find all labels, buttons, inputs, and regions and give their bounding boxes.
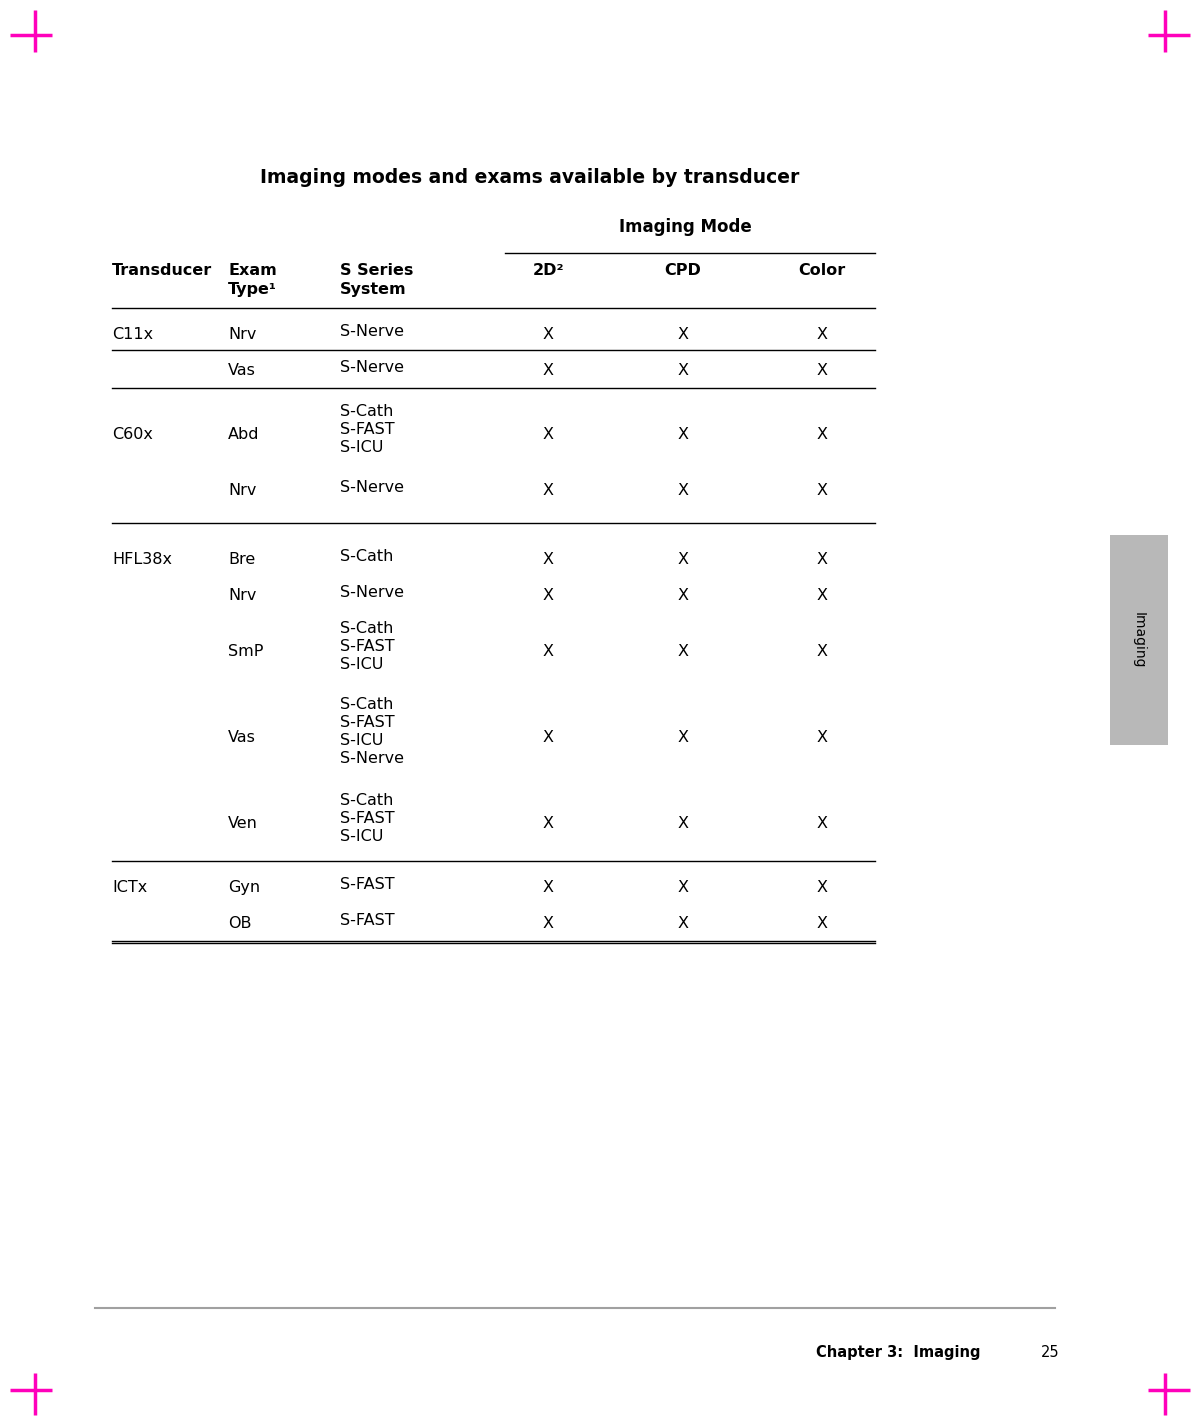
Text: S-Nerve: S-Nerve (340, 480, 404, 494)
Text: 25: 25 (1042, 1345, 1060, 1359)
Text: ICTx: ICTx (112, 879, 148, 895)
Text: S-Cath: S-Cath (340, 549, 394, 564)
Text: S-Nerve: S-Nerve (340, 361, 404, 375)
Text: X: X (542, 730, 553, 744)
Text: X: X (542, 644, 553, 658)
Text: X: X (678, 815, 689, 831)
Text: X: X (816, 815, 828, 831)
Text: C11x: C11x (112, 326, 154, 342)
Text: Vas: Vas (228, 730, 256, 744)
Text: X: X (542, 483, 553, 497)
Text: SmP: SmP (228, 644, 263, 658)
Text: Nrv: Nrv (228, 326, 257, 342)
Text: S-Cath
S-FAST
S-ICU: S-Cath S-FAST S-ICU (340, 405, 395, 455)
Text: S-Nerve: S-Nerve (340, 323, 404, 339)
Text: X: X (816, 644, 828, 658)
Text: Ven: Ven (228, 815, 258, 831)
Text: Exam
Type¹: Exam Type¹ (228, 264, 277, 296)
Text: X: X (816, 587, 828, 603)
Text: X: X (678, 587, 689, 603)
Text: X: X (816, 915, 828, 931)
Text: X: X (816, 426, 828, 442)
Text: Imaging modes and exams available by transducer: Imaging modes and exams available by tra… (260, 168, 799, 187)
Text: S-Cath
S-FAST
S-ICU
S-Nerve: S-Cath S-FAST S-ICU S-Nerve (340, 697, 404, 767)
Text: Nrv: Nrv (228, 483, 257, 497)
Text: Transducer: Transducer (112, 264, 212, 278)
Text: C60x: C60x (112, 426, 152, 442)
Text: Chapter 3:  Imaging: Chapter 3: Imaging (816, 1345, 980, 1359)
Text: X: X (678, 730, 689, 744)
Text: S-FAST: S-FAST (340, 876, 395, 892)
Text: X: X (542, 815, 553, 831)
Text: X: X (816, 551, 828, 567)
Text: X: X (816, 879, 828, 895)
Text: OB: OB (228, 915, 252, 931)
Text: S-FAST: S-FAST (340, 913, 395, 928)
Text: Imaging: Imaging (1132, 611, 1146, 668)
Text: X: X (542, 915, 553, 931)
Text: S-Nerve: S-Nerve (340, 586, 404, 600)
Text: 2D²: 2D² (533, 264, 564, 278)
Text: X: X (542, 879, 553, 895)
Text: X: X (542, 587, 553, 603)
Text: X: X (678, 915, 689, 931)
Text: Color: Color (798, 264, 846, 278)
Text: X: X (678, 879, 689, 895)
Text: X: X (816, 730, 828, 744)
Text: S Series
System: S Series System (340, 264, 413, 296)
Text: Abd: Abd (228, 426, 259, 442)
Text: X: X (678, 644, 689, 658)
Text: S-Cath
S-FAST
S-ICU: S-Cath S-FAST S-ICU (340, 621, 395, 673)
Text: X: X (678, 426, 689, 442)
Text: Nrv: Nrv (228, 587, 257, 603)
Bar (1110, 534, 1168, 745)
Text: X: X (678, 326, 689, 342)
Text: X: X (678, 551, 689, 567)
Text: X: X (816, 326, 828, 342)
Text: X: X (542, 362, 553, 378)
Text: CPD: CPD (665, 264, 702, 278)
Text: X: X (678, 483, 689, 497)
Text: Vas: Vas (228, 362, 256, 378)
Text: Gyn: Gyn (228, 879, 260, 895)
Text: Imaging Mode: Imaging Mode (619, 218, 751, 237)
Text: X: X (542, 551, 553, 567)
Text: X: X (542, 426, 553, 442)
Text: X: X (542, 326, 553, 342)
Text: X: X (678, 362, 689, 378)
Text: X: X (816, 483, 828, 497)
Text: S-Cath
S-FAST
S-ICU: S-Cath S-FAST S-ICU (340, 792, 395, 844)
Text: HFL38x: HFL38x (112, 551, 172, 567)
Text: X: X (816, 362, 828, 378)
Text: Bre: Bre (228, 551, 256, 567)
